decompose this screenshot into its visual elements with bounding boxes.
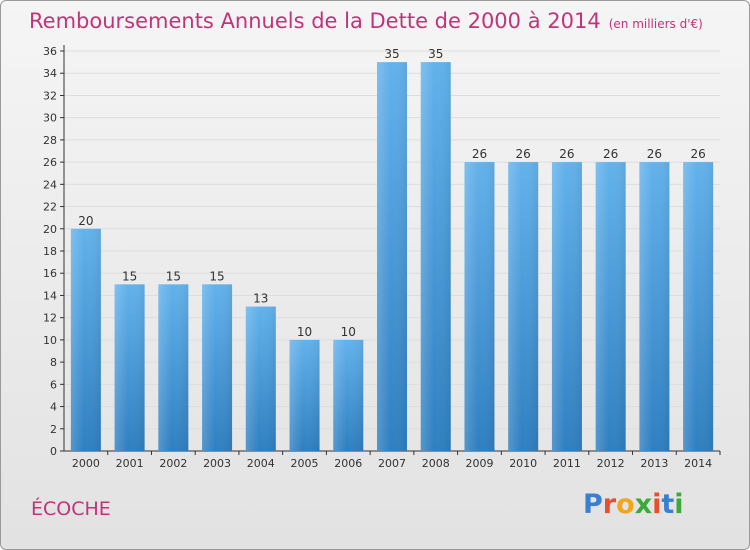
x-tick-label: 2001 [116, 457, 144, 470]
chart-title: Remboursements Annuels de la Dette de 20… [29, 9, 703, 33]
bar-shine [377, 62, 407, 451]
bar-shine [464, 162, 495, 451]
bar-shine [639, 162, 670, 451]
x-tick-label: 2007 [378, 457, 406, 470]
y-tick-label: 14 [43, 289, 57, 302]
data-label: 10 [341, 325, 356, 339]
y-tick-label: 24 [43, 178, 57, 191]
proxiti-logo: Proxiti [583, 489, 684, 520]
logo-letter: P [583, 489, 603, 520]
bar-shine [202, 284, 233, 451]
y-tick-label: 28 [43, 134, 57, 147]
logo-letter: o [616, 489, 635, 520]
x-tick-label: 2011 [553, 457, 581, 470]
logo-letter: x [634, 489, 653, 520]
data-label: 20 [78, 214, 93, 228]
data-label: 26 [690, 147, 705, 161]
data-label: 35 [428, 47, 443, 61]
data-label: 26 [647, 147, 662, 161]
y-tick-label: 2 [50, 423, 57, 436]
x-tick-label: 2013 [640, 457, 668, 470]
data-label: 15 [166, 269, 181, 283]
y-tick-label: 6 [50, 378, 57, 391]
x-tick-label: 2010 [509, 457, 537, 470]
y-tick-label: 26 [43, 156, 57, 169]
data-label: 26 [559, 147, 574, 161]
y-tick-label: 18 [43, 245, 57, 258]
chart-title-text: Remboursements Annuels de la Dette de 20… [29, 9, 601, 33]
commune-name: ÉCOCHE [31, 498, 111, 520]
bar-shine [595, 162, 626, 451]
x-tick-label: 2008 [422, 457, 450, 470]
x-tick-label: 2002 [159, 457, 187, 470]
chart-unit-label: (en milliers d'€) [608, 17, 703, 31]
y-tick-label: 34 [43, 67, 57, 80]
x-tick-label: 2006 [334, 457, 362, 470]
x-tick-label: 2009 [465, 457, 493, 470]
bar-shine [551, 162, 582, 451]
y-tick-label: 12 [43, 312, 57, 325]
bar-shine [114, 284, 145, 451]
x-tick-label: 2004 [247, 457, 275, 470]
y-tick-label: 22 [43, 201, 57, 214]
x-tick-label: 2003 [203, 457, 231, 470]
data-label: 26 [516, 147, 531, 161]
logo-letter: t [661, 489, 675, 520]
logo-letter: r [602, 489, 617, 520]
y-tick-label: 10 [43, 334, 57, 347]
bar-shine [508, 162, 539, 451]
bar-shine [333, 339, 364, 451]
logo-letter: i [674, 489, 684, 520]
y-tick-label: 16 [43, 267, 57, 280]
data-label: 10 [297, 325, 312, 339]
logo-letter: i [652, 489, 662, 520]
bar-shine [245, 306, 276, 451]
y-tick-label: 0 [50, 445, 57, 458]
x-tick-label: 2014 [684, 457, 712, 470]
data-labels: 20 15 15 15 13 10 10 35 35 26 26 26 26 26 26 [78, 47, 706, 339]
y-tick-label: 4 [50, 401, 57, 414]
bar-shine [289, 339, 320, 451]
y-tick-label: 20 [43, 223, 57, 236]
data-label: 26 [603, 147, 618, 161]
data-label: 26 [472, 147, 487, 161]
bars [70, 62, 714, 451]
x-tick-label: 2000 [72, 457, 100, 470]
data-label: 15 [122, 269, 137, 283]
data-label: 15 [209, 269, 224, 283]
data-label: 35 [384, 47, 399, 61]
y-tick-label: 8 [50, 356, 57, 369]
y-tick-label: 30 [43, 112, 57, 125]
x-tick-label: 2012 [597, 457, 625, 470]
bar-shine [158, 284, 189, 451]
bar-shine [683, 162, 714, 451]
bar-shine [70, 228, 101, 451]
bar-shine [420, 62, 451, 451]
y-tick-label: 36 [43, 45, 57, 58]
x-tick-label: 2005 [291, 457, 319, 470]
data-label: 13 [253, 292, 268, 306]
y-tick-label: 32 [43, 89, 57, 102]
